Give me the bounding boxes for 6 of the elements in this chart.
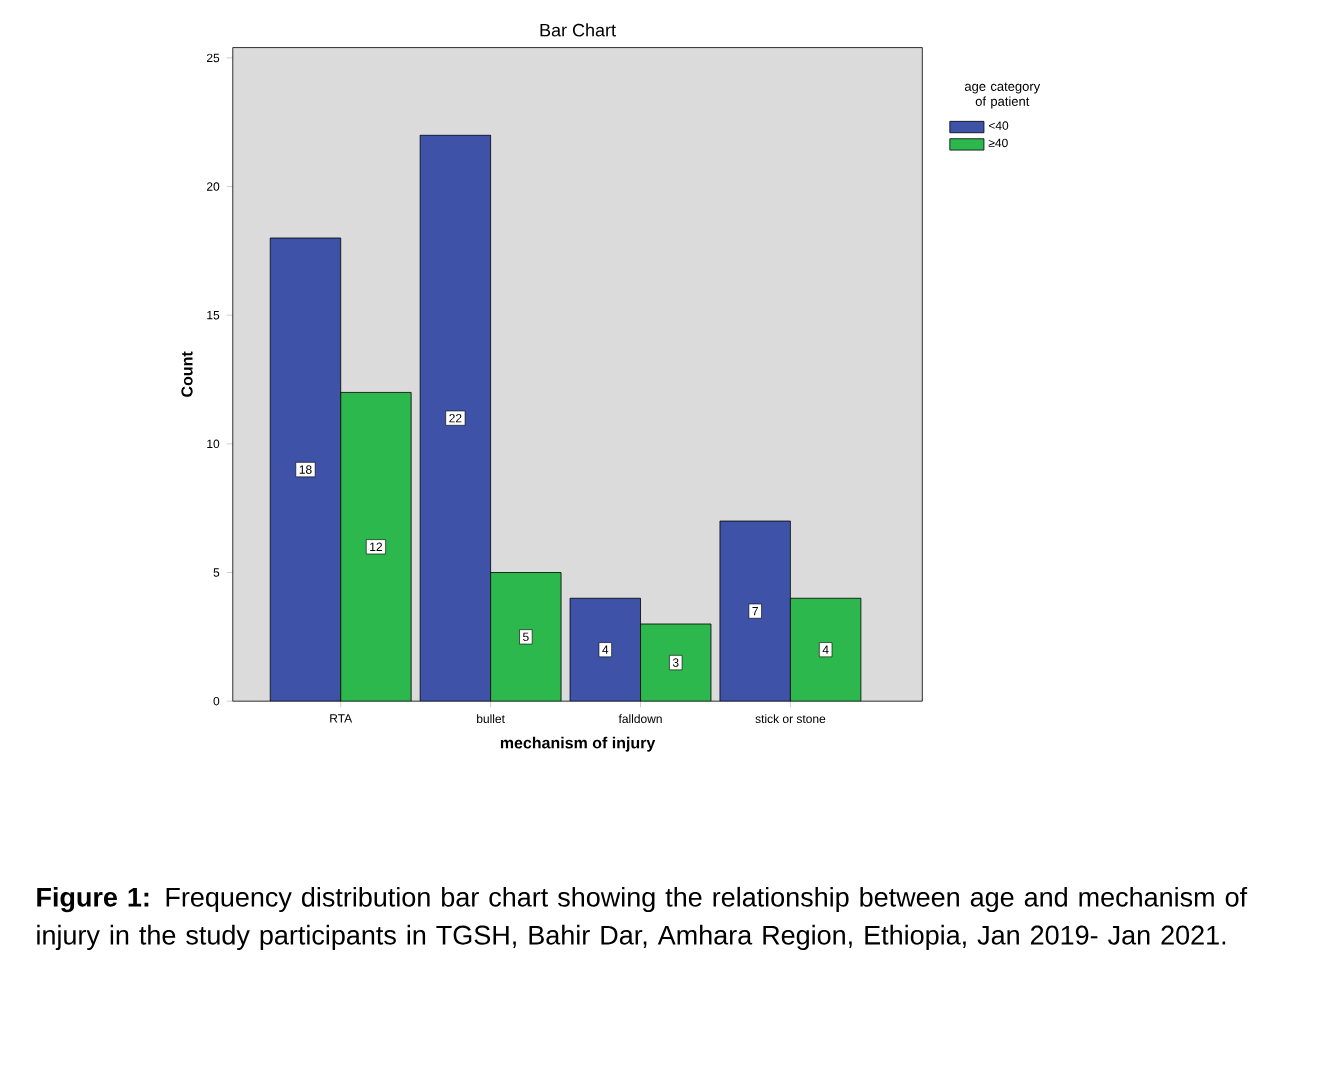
bar — [419, 134, 492, 702]
chart-title: Bar Chart — [540, 23, 616, 37]
bar — [269, 237, 342, 702]
text: Figure 1: Frequency distribution bar chart showing the relationship between age and mechanism of injury in the study participants in TGSH, Bahir Dar, Amhara Region, Ethiopia, Jan 2019- Jan 2021. — [37, 886, 1248, 950]
bar — [569, 597, 641, 702]
bar — [719, 520, 791, 702]
